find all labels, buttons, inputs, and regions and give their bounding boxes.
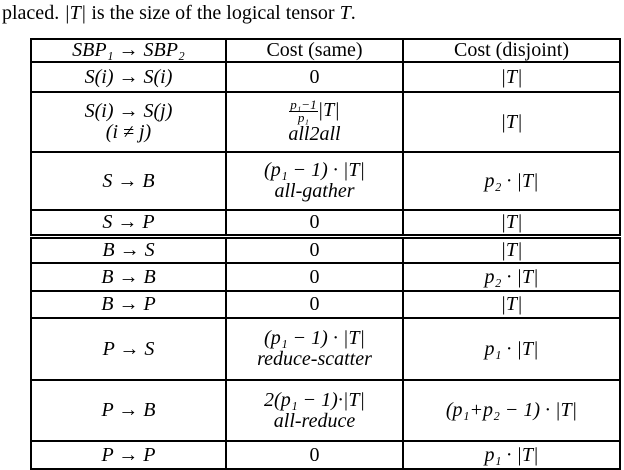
cell-transition: P → S bbox=[30, 317, 227, 381]
cell-cost-same: (p₁ − 1) · |T| reduce-scatter bbox=[225, 317, 404, 381]
cell-cost-same: 0 bbox=[225, 290, 404, 319]
cell-transition: S → B bbox=[30, 151, 227, 211]
cell-transition: P → B bbox=[30, 379, 227, 442]
cell-cost-same: 0 bbox=[225, 209, 404, 237]
fraction: p₁−1 p₁ bbox=[289, 97, 318, 125]
cell-cost-disjoint: |T| bbox=[402, 290, 621, 319]
table-row: B → B 0 p₂ · |T| bbox=[30, 262, 621, 292]
table-caption: placed. |T| is the size of the logical t… bbox=[2, 2, 356, 24]
cost-expression: 2(p₁ − 1)·|T| bbox=[264, 388, 365, 411]
table-row: P → B 2(p₁ − 1)·|T| all-reduce (p₁+p₂ − 1… bbox=[30, 379, 621, 442]
collective-op: all-gather bbox=[274, 180, 355, 202]
header-cost-same: Cost (same) bbox=[225, 38, 404, 63]
sbp-cost-table: SBP₁ → SBP₂ Cost (same) Cost (disjoint) … bbox=[30, 38, 621, 470]
cell-cost-same: 0 bbox=[225, 440, 404, 470]
cell-cost-same: 0 bbox=[225, 233, 404, 264]
table-row: S → P 0 |T| bbox=[30, 209, 621, 237]
cell-transition: B → S bbox=[30, 233, 227, 264]
cell-cost-same: 0 bbox=[225, 262, 404, 292]
collective-op: all-reduce bbox=[273, 409, 356, 432]
cell-cost-disjoint: p₂ · |T| bbox=[402, 151, 621, 211]
cell-cost-disjoint: |T| bbox=[402, 233, 621, 264]
cell-transition: B → P bbox=[30, 290, 227, 319]
cell-cost-disjoint: (p₁+p₂ − 1) · |T| bbox=[402, 379, 621, 442]
cell-cost-same: p₁−1 p₁ |T| all2all bbox=[225, 91, 404, 153]
cost-expression: |T| bbox=[317, 99, 340, 122]
cell-cost-same: 0 bbox=[225, 61, 404, 93]
collective-op: all2all bbox=[288, 123, 341, 145]
cell-cost-disjoint: |T| bbox=[402, 91, 621, 153]
table-row: P → P 0 p₁ · |T| bbox=[30, 440, 621, 470]
table-row: S(i) → S(i) 0 |T| bbox=[30, 61, 621, 93]
fraction-numerator: p₁−1 bbox=[289, 97, 318, 112]
cell-cost-disjoint: |T| bbox=[402, 209, 621, 237]
header-row: SBP₁ → SBP₂ Cost (same) Cost (disjoint) bbox=[30, 38, 621, 63]
cell-transition: B → B bbox=[30, 262, 227, 292]
cell-cost-disjoint: p₁ · |T| bbox=[402, 317, 621, 381]
cost-expression: (p₁ − 1) · |T| bbox=[264, 159, 365, 181]
table-row: P → S (p₁ − 1) · |T| reduce-scatter p₁ · … bbox=[30, 317, 621, 381]
table-row: B → P 0 |T| bbox=[30, 290, 621, 319]
transition-note: (i ≠ j) bbox=[105, 121, 152, 143]
cell-cost-same: 2(p₁ − 1)·|T| all-reduce bbox=[225, 379, 404, 442]
cell-cost-disjoint: p₂ · |T| bbox=[402, 262, 621, 292]
header-transition: SBP₁ → SBP₂ bbox=[30, 38, 227, 63]
collective-op: reduce-scatter bbox=[257, 348, 372, 370]
cell-cost-disjoint: |T| bbox=[402, 61, 621, 93]
header-cost-disjoint: Cost (disjoint) bbox=[402, 38, 621, 63]
cost-expression: (p₁ − 1) · |T| bbox=[264, 327, 365, 349]
transition-text: S(i) → S(j) bbox=[84, 100, 173, 122]
cell-cost-same: (p₁ − 1) · |T| all-gather bbox=[225, 151, 404, 211]
fraction-denominator: p₁ bbox=[297, 110, 309, 125]
cell-transition: S(i) → S(j) (i ≠ j) bbox=[30, 91, 227, 153]
table-row: B → S 0 |T| bbox=[30, 233, 621, 264]
table-row: S → B (p₁ − 1) · |T| all-gather p₂ · |T| bbox=[30, 151, 621, 211]
cell-transition: P → P bbox=[30, 440, 227, 470]
cell-transition: S(i) → S(i) bbox=[30, 61, 227, 93]
cell-transition: S → P bbox=[30, 209, 227, 237]
cell-cost-disjoint: p₁ · |T| bbox=[402, 440, 621, 470]
table-row: S(i) → S(j) (i ≠ j) p₁−1 p₁ |T| all2all |T| bbox=[30, 91, 621, 153]
